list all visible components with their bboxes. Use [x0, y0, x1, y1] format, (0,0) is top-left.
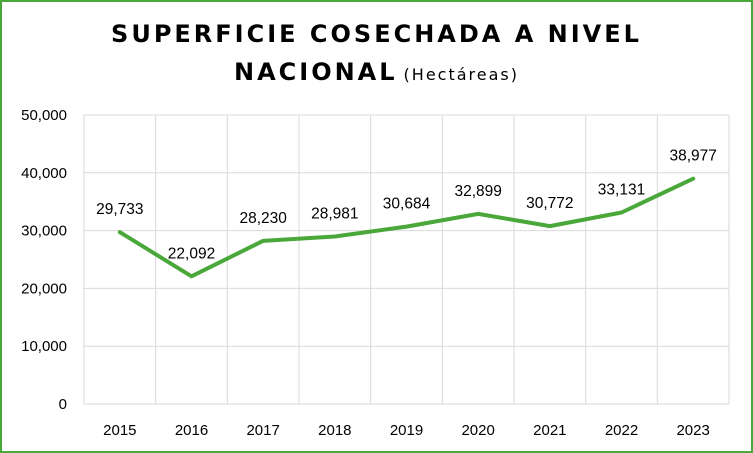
y-axis-tick-labels: 0 10,000 20,000 30,000 40,000 50,000 — [21, 107, 67, 413]
data-label: 38,977 — [669, 148, 716, 165]
x-axis-tick-labels: 2015 2016 2017 2018 2019 2020 2021 2022 2023 — [103, 422, 710, 439]
x-tick-label: 2021 — [533, 422, 566, 439]
y-tick-label: 30,000 — [21, 223, 67, 240]
data-label: 28,230 — [239, 210, 287, 227]
chart-title-line2: NACIONAL (Hectáreas) — [0, 58, 753, 86]
data-label: 22,092 — [168, 245, 215, 262]
chart-title-unit: (Hectáreas) — [403, 65, 519, 84]
chart-title-main: NACIONAL — [233, 58, 398, 86]
data-label: 33,131 — [598, 182, 645, 199]
x-tick-label: 2022 — [605, 422, 638, 439]
x-tick-label: 2019 — [390, 422, 423, 439]
y-tick-label: 40,000 — [21, 165, 67, 182]
x-tick-label: 2023 — [676, 422, 709, 439]
data-label: 30,772 — [526, 195, 573, 212]
data-label: 29,733 — [96, 201, 143, 218]
x-tick-label: 2020 — [461, 422, 494, 439]
x-tick-label: 2017 — [246, 422, 279, 439]
y-tick-label: 20,000 — [21, 280, 67, 297]
data-label: 30,684 — [383, 196, 431, 213]
y-tick-label: 50,000 — [21, 107, 67, 124]
data-label: 28,981 — [311, 205, 358, 222]
y-tick-label: 10,000 — [21, 338, 67, 355]
data-labels: 29,733 22,092 28,230 28,981 30,684 32,899 30,7… — [96, 148, 717, 263]
x-tick-label: 2015 — [103, 422, 136, 439]
x-tick-label: 2016 — [175, 422, 208, 439]
data-label: 32,899 — [454, 183, 501, 200]
chart-title-line1: SUPERFICIE COSECHADA A NIVEL — [111, 20, 642, 48]
x-tick-label: 2018 — [318, 422, 351, 439]
y-tick-label: 0 — [59, 396, 67, 413]
gridlines — [83, 114, 730, 405]
series-line — [117, 176, 696, 279]
